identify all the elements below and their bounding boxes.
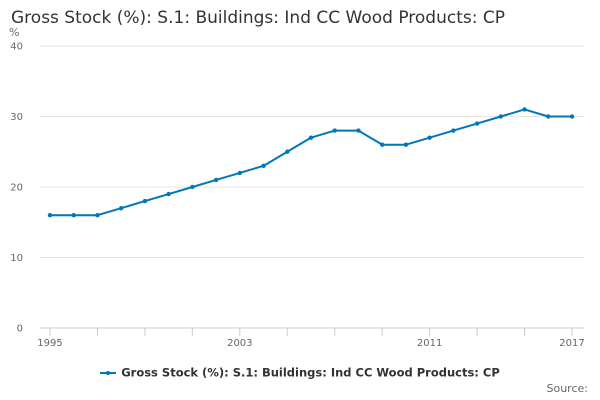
x-tick-label-2017: 2017 bbox=[559, 338, 584, 349]
legend-series-label: Gross Stock (%): S.1: Buildings: Ind CC … bbox=[121, 365, 500, 380]
y-axis-unit-label: % bbox=[9, 26, 20, 39]
y-tick-label-40: 40 bbox=[10, 42, 23, 53]
data-point-2008[interactable] bbox=[356, 128, 361, 133]
data-point-1995[interactable] bbox=[47, 213, 53, 218]
data-point-2009[interactable] bbox=[379, 142, 385, 147]
series-line-0 bbox=[50, 108, 572, 217]
y-axis-tick-labels: 0 10 20 30 40 bbox=[10, 42, 23, 335]
source-label: Source: bbox=[546, 382, 589, 395]
x-axis-tick-labels: 1995 2003 2011 2017 bbox=[37, 338, 584, 349]
series-layer bbox=[47, 107, 575, 218]
x-tick-label-2011: 2011 bbox=[417, 338, 442, 349]
data-point-2003[interactable] bbox=[237, 170, 243, 176]
x-tick-label-1995: 1995 bbox=[37, 338, 62, 349]
data-point-2012[interactable] bbox=[451, 128, 456, 133]
gridlines bbox=[40, 45, 584, 258]
data-point-2010[interactable] bbox=[403, 142, 409, 147]
data-point-2013[interactable] bbox=[474, 121, 480, 126]
chart-title: Gross Stock (%): S.1: Buildings: Ind CC … bbox=[11, 8, 505, 28]
y-tick-label-20: 20 bbox=[10, 183, 23, 194]
data-point-2001[interactable] bbox=[190, 184, 195, 190]
data-point-2014[interactable] bbox=[498, 114, 504, 119]
data-point-2006[interactable] bbox=[308, 135, 314, 140]
data-point-2002[interactable] bbox=[213, 177, 219, 183]
data-point-2005[interactable] bbox=[285, 149, 290, 154]
x-tick-label-2003: 2003 bbox=[227, 338, 252, 349]
data-point-1998[interactable] bbox=[118, 205, 124, 211]
data-point-2004[interactable] bbox=[261, 163, 266, 169]
y-tick-label-30: 30 bbox=[10, 112, 23, 123]
y-tick-label-0: 0 bbox=[17, 324, 23, 335]
data-point-2015[interactable] bbox=[522, 107, 527, 112]
data-point-1996[interactable] bbox=[71, 213, 76, 218]
legend-series-marker bbox=[100, 370, 117, 376]
x-axis bbox=[40, 327, 584, 336]
legend[interactable]: Gross Stock (%): S.1: Buildings: Ind CC … bbox=[0, 365, 600, 380]
data-point-2017[interactable] bbox=[569, 114, 575, 119]
y-tick-label-10: 10 bbox=[10, 253, 23, 264]
data-point-2000[interactable] bbox=[166, 191, 171, 197]
data-point-2011[interactable] bbox=[427, 135, 432, 140]
data-point-1997[interactable] bbox=[95, 213, 100, 218]
data-point-2016[interactable] bbox=[546, 114, 551, 119]
data-point-1999[interactable] bbox=[142, 198, 148, 204]
data-point-2007[interactable] bbox=[332, 128, 337, 133]
